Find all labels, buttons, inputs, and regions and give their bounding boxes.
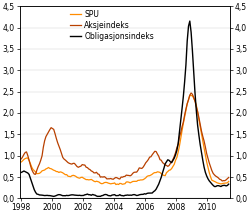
Obligasjonsindeks — [195, 109, 198, 112]
Line: Obligasjonsindeks: Obligasjonsindeks — [21, 21, 229, 196]
SPU — [188, 94, 191, 97]
Obligasjonsindeks — [98, 195, 100, 198]
SPU — [20, 161, 23, 163]
SPU — [220, 183, 222, 185]
SPU — [114, 183, 117, 186]
Obligasjonsindeks — [20, 171, 23, 174]
Aksjeindeks — [190, 92, 192, 94]
Obligasjonsindeks — [205, 175, 208, 177]
Aksjeindeks — [20, 158, 23, 160]
SPU — [227, 180, 230, 183]
SPU — [195, 104, 198, 106]
Obligasjonsindeks — [90, 194, 93, 197]
Aksjeindeks — [218, 178, 221, 181]
SPU — [205, 161, 208, 163]
Obligasjonsindeks — [52, 195, 55, 198]
Aksjeindeks — [194, 100, 196, 103]
Aksjeindeks — [88, 168, 92, 171]
Obligasjonsindeks — [188, 20, 191, 22]
Line: Aksjeindeks: Aksjeindeks — [21, 93, 229, 181]
Aksjeindeks — [221, 180, 224, 182]
Obligasjonsindeks — [220, 185, 222, 188]
Aksjeindeks — [204, 146, 207, 148]
Aksjeindeks — [227, 176, 230, 179]
SPU — [96, 180, 99, 183]
SPU — [88, 178, 92, 181]
Legend: SPU, Aksjeindeks, Obligasjonsindeks: SPU, Aksjeindeks, Obligasjonsindeks — [70, 10, 154, 41]
Aksjeindeks — [96, 173, 99, 175]
Obligasjonsindeks — [227, 183, 230, 186]
Aksjeindeks — [77, 166, 80, 169]
Obligasjonsindeks — [78, 194, 81, 197]
Line: SPU: SPU — [21, 95, 229, 184]
SPU — [77, 177, 80, 179]
